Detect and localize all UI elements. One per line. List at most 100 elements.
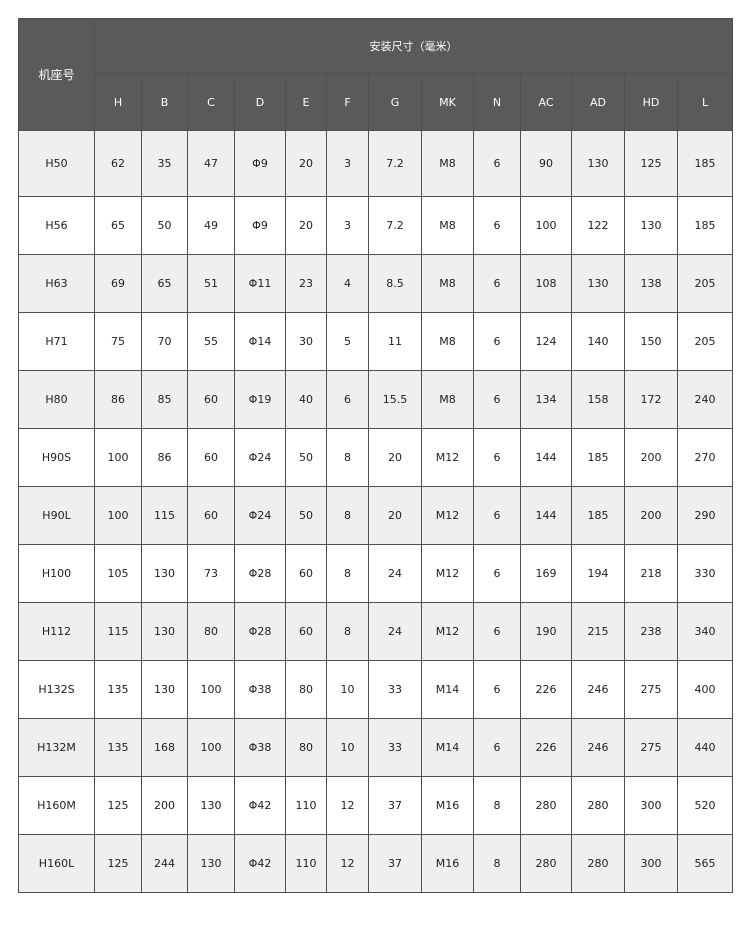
value-cell: 24 — [368, 544, 422, 603]
value-cell: 8 — [473, 776, 521, 835]
value-cell: 6 — [473, 602, 521, 661]
value-cell: Φ9 — [234, 196, 286, 255]
value-cell: Φ28 — [234, 544, 286, 603]
value-cell: 138 — [624, 254, 678, 313]
table-row: H56 65 50 49 Φ9 20 3 7.2 M8 6 100 122 130 185 — [18, 196, 734, 255]
value-cell: 75 — [94, 312, 142, 371]
value-cell: 185 — [571, 486, 625, 545]
column-header-b: B — [141, 73, 188, 131]
value-cell: 6 — [473, 130, 521, 197]
value-cell: 20 — [285, 196, 327, 255]
value-cell: 6 — [473, 544, 521, 603]
value-cell: 70 — [141, 312, 188, 371]
value-cell: 140 — [571, 312, 625, 371]
table-row: H80 86 85 60 Φ19 40 6 15.5 M8 6 134 158 172 240 — [18, 370, 734, 429]
value-cell: 40 — [285, 370, 327, 429]
value-cell: M8 — [421, 254, 474, 313]
value-cell: 300 — [624, 834, 678, 893]
value-cell: 20 — [368, 428, 422, 487]
value-cell: 144 — [520, 428, 572, 487]
value-cell: 244 — [141, 834, 188, 893]
value-cell: 12 — [326, 834, 369, 893]
value-cell: 280 — [520, 776, 572, 835]
value-cell: 246 — [571, 660, 625, 719]
value-cell: M8 — [421, 312, 474, 371]
value-cell: 33 — [368, 660, 422, 719]
value-cell: Φ14 — [234, 312, 286, 371]
value-cell: M16 — [421, 776, 474, 835]
value-cell: 80 — [285, 718, 327, 777]
value-cell: 6 — [473, 196, 521, 255]
value-cell: M12 — [421, 428, 474, 487]
model-cell: H63 — [18, 254, 95, 313]
value-cell: M16 — [421, 834, 474, 893]
value-cell: 238 — [624, 602, 678, 661]
value-cell: 5 — [326, 312, 369, 371]
value-cell: 8 — [326, 602, 369, 661]
column-header-hd: HD — [624, 73, 678, 131]
value-cell: 20 — [368, 486, 422, 545]
value-cell: M12 — [421, 602, 474, 661]
value-cell: 130 — [571, 130, 625, 197]
value-cell: 6 — [473, 428, 521, 487]
column-header-mk: MK — [421, 73, 474, 131]
value-cell: 565 — [676, 834, 734, 893]
value-cell: 10 — [326, 718, 369, 777]
value-cell: 330 — [676, 544, 734, 603]
value-cell: 80 — [187, 602, 235, 661]
value-cell: 3 — [326, 196, 369, 255]
value-cell: 115 — [94, 602, 142, 661]
value-cell: 130 — [571, 254, 625, 313]
value-cell: 86 — [94, 370, 142, 429]
value-cell: 440 — [676, 718, 734, 777]
value-cell: Φ9 — [234, 130, 286, 197]
value-cell: 290 — [676, 486, 734, 545]
value-cell: 65 — [141, 254, 188, 313]
value-cell: 124 — [520, 312, 572, 371]
value-cell: 73 — [187, 544, 235, 603]
value-cell: M8 — [421, 370, 474, 429]
value-cell: 90 — [520, 130, 572, 197]
column-header-c: C — [187, 73, 235, 131]
column-header-h: H — [94, 73, 142, 131]
table-row: H71 75 70 55 Φ14 30 5 11 M8 6 124 140 150 205 — [18, 312, 734, 371]
value-cell: 47 — [187, 130, 235, 197]
value-cell: 7.2 — [368, 130, 422, 197]
value-cell: 200 — [141, 776, 188, 835]
value-cell: 69 — [94, 254, 142, 313]
value-cell: 215 — [571, 602, 625, 661]
value-cell: 100 — [520, 196, 572, 255]
value-cell: 65 — [94, 196, 142, 255]
value-cell: 37 — [368, 834, 422, 893]
table-row: H132S 135 130 100 Φ38 80 10 33 M14 6 226 246 275 400 — [18, 660, 734, 719]
value-cell: 280 — [571, 776, 625, 835]
value-cell: 30 — [285, 312, 327, 371]
value-cell: 8 — [326, 544, 369, 603]
value-cell: M8 — [421, 196, 474, 255]
value-cell: 37 — [368, 776, 422, 835]
value-cell: 6 — [473, 370, 521, 429]
value-cell: 100 — [94, 428, 142, 487]
value-cell: 185 — [676, 130, 734, 197]
value-cell: 275 — [624, 718, 678, 777]
value-cell: Φ38 — [234, 718, 286, 777]
value-cell: Φ38 — [234, 660, 286, 719]
value-cell: 172 — [624, 370, 678, 429]
value-cell: 33 — [368, 718, 422, 777]
value-cell: 226 — [520, 660, 572, 719]
model-cell: H160L — [18, 834, 95, 893]
value-cell: 185 — [571, 428, 625, 487]
value-cell: Φ28 — [234, 602, 286, 661]
value-cell: M8 — [421, 130, 474, 197]
value-cell: Φ42 — [234, 776, 286, 835]
value-cell: 115 — [141, 486, 188, 545]
table-row: H100 105 130 73 Φ28 60 8 24 M12 6 169 194 218 330 — [18, 544, 734, 603]
value-cell: 190 — [520, 602, 572, 661]
value-cell: 130 — [624, 196, 678, 255]
table-row: H160L 125 244 130 Φ42 110 12 37 M16 8 280 280 300 565 — [18, 834, 734, 893]
value-cell: 8 — [326, 486, 369, 545]
value-cell: 240 — [676, 370, 734, 429]
value-cell: 6 — [326, 370, 369, 429]
value-cell: 100 — [187, 718, 235, 777]
value-cell: 400 — [676, 660, 734, 719]
